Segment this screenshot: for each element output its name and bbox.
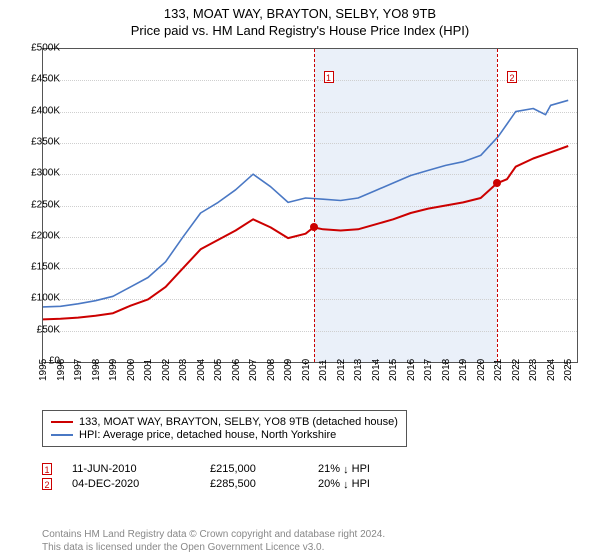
x-axis-label: 2008 (266, 359, 277, 381)
x-axis-label: 2020 (476, 359, 487, 381)
legend-item-hpi: HPI: Average price, detached house, Nort… (51, 429, 398, 441)
x-axis-label: 2019 (458, 359, 469, 381)
x-axis-label: 2017 (423, 359, 434, 381)
x-axis-label: 2005 (213, 359, 224, 381)
sale-row-2: 2 04-DEC-2020 £285,500 20% ↓ HPI (42, 478, 418, 490)
x-axis-ticks: 1995199619971998199920002001200220032004… (42, 365, 578, 405)
sales-table: 1 11-JUN-2010 £215,000 21% ↓ HPI 2 04-DE… (42, 460, 418, 493)
x-axis-label: 2023 (528, 359, 539, 381)
chart-sale-marker: 2 (507, 71, 517, 83)
sale-price-1: £215,000 (210, 463, 290, 475)
x-axis-label: 2010 (301, 359, 312, 381)
x-axis-label: 1998 (91, 359, 102, 381)
sale-cmp-2: 20% ↓ HPI (318, 478, 418, 490)
x-axis-label: 2022 (511, 359, 522, 381)
x-axis-label: 2012 (336, 359, 347, 381)
x-axis-label: 2001 (143, 359, 154, 381)
title-address: 133, MOAT WAY, BRAYTON, SELBY, YO8 9TB (0, 6, 600, 21)
down-arrow-icon: ↓ (343, 464, 349, 476)
legend-swatch-hpi (51, 434, 73, 436)
legend-item-property: 133, MOAT WAY, BRAYTON, SELBY, YO8 9TB (… (51, 416, 398, 428)
sale-date-2: 04-DEC-2020 (72, 478, 182, 490)
x-axis-label: 2002 (161, 359, 172, 381)
sale-marker-1: 1 (42, 463, 52, 475)
sale-date-1: 11-JUN-2010 (72, 463, 182, 475)
legend-label-hpi: HPI: Average price, detached house, Nort… (79, 429, 336, 441)
y-axis-label: £250K (31, 199, 60, 210)
x-axis-label: 2004 (196, 359, 207, 381)
x-axis-label: 2009 (283, 359, 294, 381)
y-axis-label: £500K (31, 43, 60, 54)
y-axis-label: £100K (31, 293, 60, 304)
chart-sale-marker: 1 (324, 71, 334, 83)
legend-swatch-property (51, 421, 73, 423)
y-axis-label: £350K (31, 136, 60, 147)
x-axis-label: 2018 (441, 359, 452, 381)
sale-marker-2: 2 (42, 478, 52, 490)
x-axis-label: 2007 (248, 359, 259, 381)
x-axis-label: 2011 (318, 359, 329, 381)
x-axis-label: 2016 (406, 359, 417, 381)
x-axis-label: 2021 (493, 359, 504, 381)
title-subtitle: Price paid vs. HM Land Registry's House … (0, 23, 600, 38)
footer-licence: Contains HM Land Registry data © Crown c… (42, 528, 385, 554)
legend-label-property: 133, MOAT WAY, BRAYTON, SELBY, YO8 9TB (… (79, 416, 398, 428)
sale-price-2: £285,500 (210, 478, 290, 490)
y-axis-label: £0 (49, 356, 60, 367)
x-axis-label: 2015 (388, 359, 399, 381)
down-arrow-icon: ↓ (343, 479, 349, 491)
sale-cmp-1: 21% ↓ HPI (318, 463, 418, 475)
footer-line-2: This data is licensed under the Open Gov… (42, 541, 385, 554)
y-axis-label: £300K (31, 168, 60, 179)
x-axis-label: 2000 (126, 359, 137, 381)
chart-title-block: 133, MOAT WAY, BRAYTON, SELBY, YO8 9TB P… (0, 0, 600, 38)
x-axis-label: 2024 (546, 359, 557, 381)
y-axis-label: £50K (37, 324, 60, 335)
x-axis-label: 2014 (371, 359, 382, 381)
footer-line-1: Contains HM Land Registry data © Crown c… (42, 528, 385, 541)
x-axis-label: 1997 (73, 359, 84, 381)
x-axis-label: 1995 (38, 359, 49, 381)
sale-row-1: 1 11-JUN-2010 £215,000 21% ↓ HPI (42, 463, 418, 475)
y-axis-label: £450K (31, 74, 60, 85)
y-axis-label: £150K (31, 262, 60, 273)
y-axis-label: £200K (31, 230, 60, 241)
x-axis-label: 2006 (231, 359, 242, 381)
x-axis-label: 1999 (108, 359, 119, 381)
x-axis-label: 2003 (178, 359, 189, 381)
x-axis-label: 2025 (563, 359, 574, 381)
legend: 133, MOAT WAY, BRAYTON, SELBY, YO8 9TB (… (42, 410, 407, 447)
chart-plot-area: 12 (42, 48, 578, 363)
y-axis-label: £400K (31, 105, 60, 116)
x-axis-label: 2013 (353, 359, 364, 381)
